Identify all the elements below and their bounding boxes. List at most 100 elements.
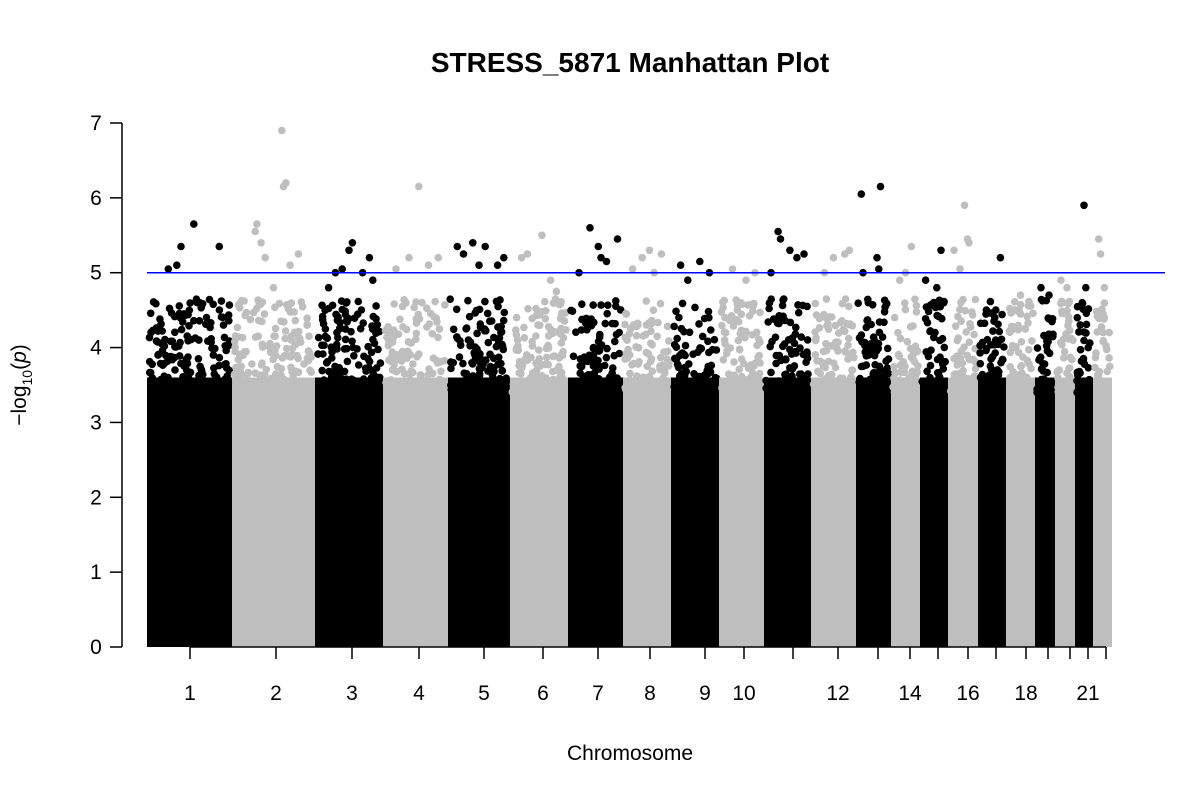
top-snp-point <box>269 283 278 292</box>
snp-point <box>210 370 219 378</box>
snp-point <box>639 332 647 340</box>
snp-point <box>821 382 830 391</box>
snp-point <box>737 378 745 387</box>
snp-point <box>956 369 964 378</box>
snp-point <box>222 346 230 355</box>
snp-point <box>695 372 704 381</box>
snp-point <box>1038 297 1047 305</box>
top-snp-point <box>996 253 1005 262</box>
snp-point <box>836 318 845 327</box>
snp-point <box>994 320 1002 329</box>
snp-point <box>294 354 302 363</box>
snp-point <box>471 354 480 363</box>
snp-point <box>740 359 748 368</box>
snp-point <box>1084 305 1093 313</box>
snp-point <box>970 330 978 339</box>
snp-point <box>626 369 634 378</box>
snp-point <box>248 360 256 368</box>
snp-point <box>862 361 871 369</box>
top-snp-point <box>907 242 916 251</box>
snp-point <box>398 388 406 397</box>
chromosome-22-points <box>1091 235 1114 647</box>
chromosome-6-points <box>508 231 570 647</box>
snp-point <box>611 337 619 346</box>
snp-point <box>735 365 743 374</box>
snp-point <box>698 388 706 397</box>
snp-point <box>957 317 965 326</box>
snp-point <box>433 318 441 326</box>
snp-point <box>769 315 778 323</box>
snp-point <box>1014 325 1022 334</box>
top-snp-point <box>294 250 303 258</box>
snp-point <box>1060 347 1069 356</box>
snp-point <box>624 345 632 354</box>
snp-point <box>724 379 732 388</box>
snp-point <box>640 380 649 389</box>
snp-point <box>452 305 461 314</box>
snp-point <box>705 313 713 322</box>
snp-point <box>272 342 281 350</box>
chromosome-16-points <box>946 201 980 647</box>
snp-point <box>632 331 641 340</box>
snp-point <box>190 316 198 325</box>
chromosome-5-dense-points <box>448 377 510 647</box>
snp-point <box>258 343 267 351</box>
top-snp-point <box>202 313 211 322</box>
snp-point <box>847 373 855 381</box>
snp-point <box>678 299 687 308</box>
snp-point <box>393 379 401 388</box>
snp-point <box>1023 373 1031 382</box>
snp-point <box>875 388 883 396</box>
snp-point <box>481 297 489 306</box>
snp-point <box>281 334 290 343</box>
snp-point <box>484 384 493 393</box>
snp-point <box>1045 388 1053 397</box>
x-tick-label-chr-10: 10 <box>732 682 755 705</box>
snp-point <box>1097 323 1106 331</box>
snp-point <box>970 372 978 381</box>
snp-point <box>682 367 691 376</box>
snp-point <box>171 343 180 351</box>
snp-point <box>926 361 935 370</box>
snp-point <box>1076 321 1084 329</box>
chromosome-11-dense-points <box>764 377 811 647</box>
snp-point <box>449 378 458 386</box>
snp-point <box>897 386 906 395</box>
chromosome-14-points <box>889 242 922 647</box>
snp-point <box>173 388 182 397</box>
snp-point <box>790 339 799 348</box>
snp-point <box>158 327 166 335</box>
snp-point <box>206 323 214 332</box>
snp-point <box>415 378 423 387</box>
chromosome-7-dense-points <box>568 377 623 647</box>
snp-point <box>425 320 434 328</box>
top-snp-point <box>552 287 561 296</box>
top-snp-point <box>786 246 794 255</box>
snp-point <box>957 347 966 356</box>
snp-point <box>210 388 219 397</box>
chromosome-2-dense-points <box>232 377 315 647</box>
snp-point <box>954 334 962 342</box>
snp-point <box>864 380 873 388</box>
chromosome-7-points <box>567 224 625 647</box>
snp-point <box>431 297 439 306</box>
snp-point <box>1043 337 1051 345</box>
snp-point <box>479 379 488 387</box>
snp-point <box>576 362 584 370</box>
snp-point <box>938 360 947 368</box>
snp-point <box>961 306 969 315</box>
snp-point <box>983 335 992 344</box>
snp-point <box>1055 386 1064 395</box>
snp-point <box>440 356 449 365</box>
snp-point <box>464 373 472 382</box>
snp-point <box>775 319 783 328</box>
snp-point <box>496 374 504 383</box>
snp-point <box>287 336 296 344</box>
snp-point <box>294 379 303 388</box>
snp-point <box>903 337 912 346</box>
snp-point <box>1021 387 1029 396</box>
chromosome-20-dense-points <box>1055 377 1075 647</box>
snp-point <box>891 369 899 377</box>
snp-point <box>819 359 827 368</box>
snp-point <box>720 328 729 336</box>
